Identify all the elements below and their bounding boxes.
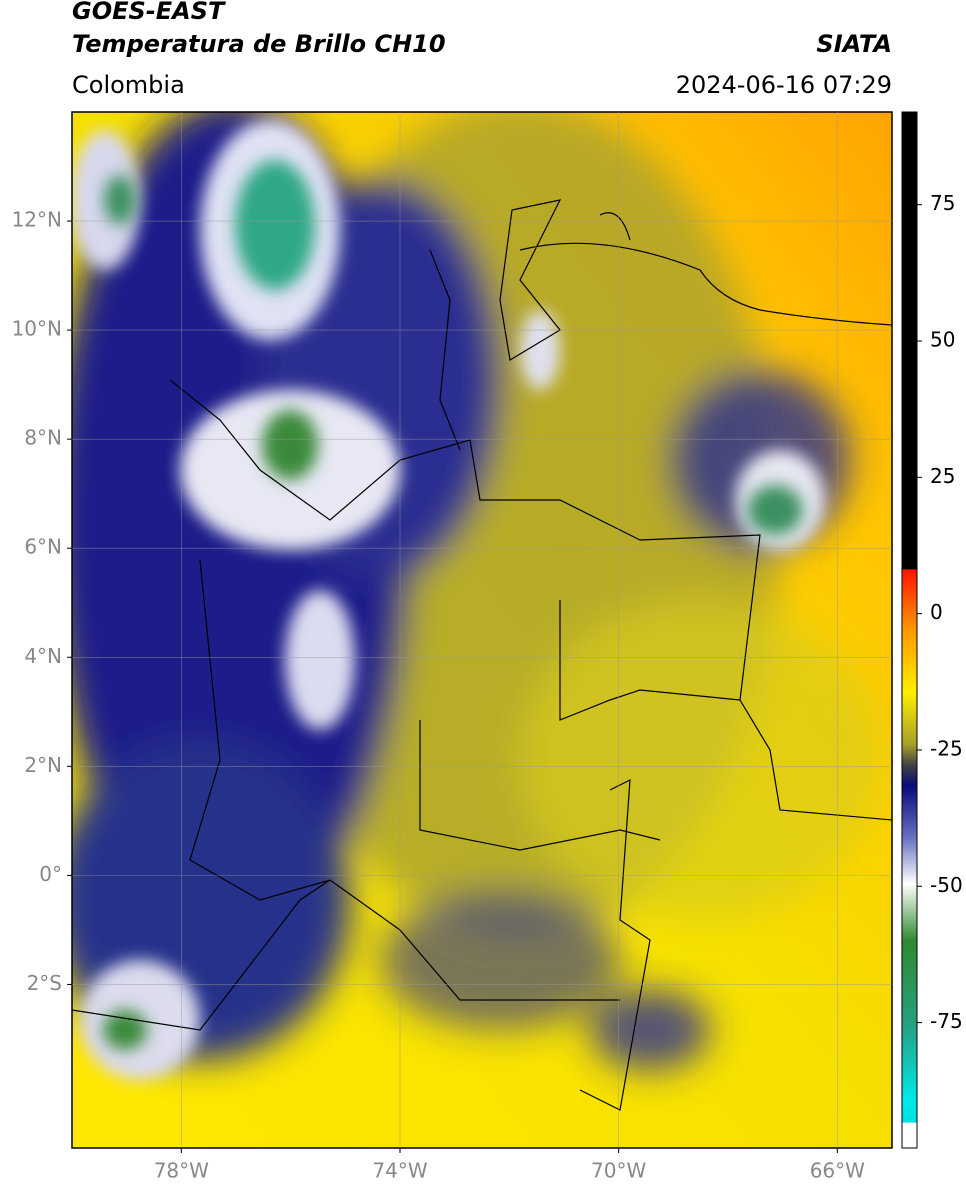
colorbar (901, 111, 918, 1149)
x-tick-label: 70°W (591, 1159, 646, 1183)
colorbar-label: 50 (930, 328, 955, 352)
y-tick-label: 2°S (27, 971, 62, 995)
x-tick-label: 66°W (810, 1159, 865, 1183)
x-tick-label: 74°W (372, 1159, 427, 1183)
colorbar-label: 25 (930, 464, 955, 488)
map-frame (71, 111, 893, 1149)
y-tick-label: 2°N (24, 753, 62, 777)
x-tick-label: 78°W (154, 1159, 209, 1183)
colorbar-label: 0 (930, 600, 943, 624)
colorbar-label: -25 (930, 736, 963, 760)
colorbar-label: -50 (930, 873, 963, 897)
y-tick-label: 4°N (24, 644, 62, 668)
subtitle: Temperatura de Brillo CH10 (72, 30, 446, 58)
colorbar-label: -75 (930, 1009, 963, 1033)
satellite-image (72, 112, 892, 1148)
datetime: 2024-06-16 07:29 (676, 71, 892, 99)
y-tick-label: 12°N (12, 208, 62, 232)
y-tick-label: 6°N (24, 535, 62, 559)
source: SIATA (816, 30, 892, 58)
title: GOES-EAST (72, 0, 226, 25)
y-tick-label: 0° (39, 862, 62, 886)
y-tick-label: 10°N (12, 317, 62, 341)
colorbar-label: 75 (930, 191, 955, 215)
y-tick-label: 8°N (24, 426, 62, 450)
region: Colombia (72, 71, 185, 99)
